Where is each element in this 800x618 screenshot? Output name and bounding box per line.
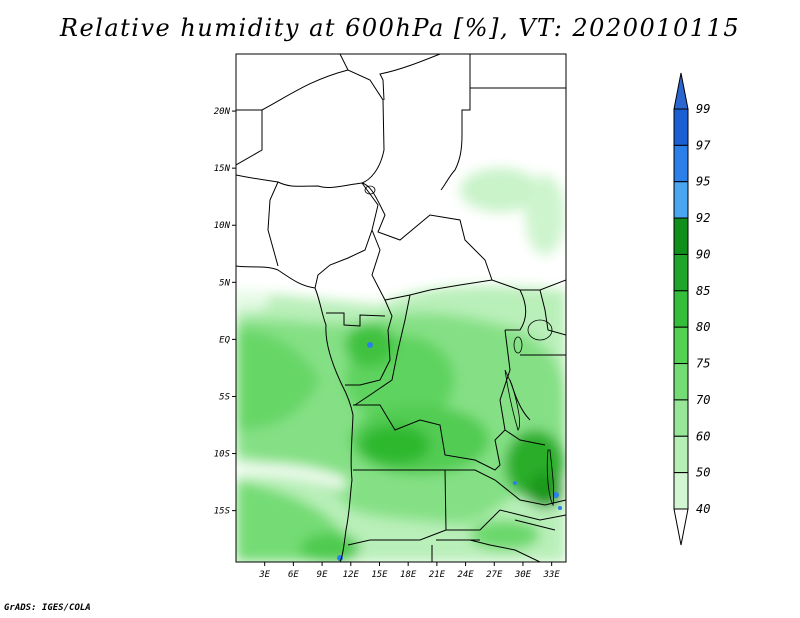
lon-tick-label: 21E: [429, 570, 446, 580]
lon-tick-label: 9E: [317, 570, 328, 580]
lake-malawi: [546, 449, 555, 507]
lon-tick-label: 6E: [288, 570, 299, 580]
colorbar-swatch: [673, 326, 689, 365]
humidity-patch-northeast: [460, 168, 540, 212]
colorbar-label: 90: [696, 247, 710, 261]
colorbar-swatch: [673, 472, 689, 510]
lon-tick-label: 33E: [543, 570, 561, 580]
lon-tick-label: 27E: [486, 570, 503, 580]
coastline-west-africa: [236, 265, 354, 562]
latitude-axis: 20N 15N 10N 5N EQ 5S 10S 15S: [214, 107, 236, 517]
dry-streak: [236, 463, 348, 491]
colorbar-label: 97: [696, 138, 711, 152]
colorbar-label: 80: [696, 320, 710, 334]
lat-tick-label: 10S: [214, 450, 231, 460]
colorbar-swatch: [673, 217, 689, 255]
colorbar-arrow-top: [673, 72, 689, 110]
colorbar-label: 99: [696, 102, 710, 116]
software-credit: GrADS: IGES/COLA: [4, 603, 91, 613]
colorbar-swatch: [673, 181, 689, 219]
lon-tick-label: 12E: [343, 570, 360, 580]
lat-tick-label: 5N: [219, 278, 230, 288]
colorbar-label: 50: [696, 466, 710, 480]
colorbar-swatch: [673, 290, 689, 328]
humidity-field: [236, 168, 566, 562]
colorbar-label: 40: [696, 502, 710, 516]
lon-tick-label: 18E: [400, 570, 417, 580]
longitude-axis: 3E 6E 9E 12E 15E 18E 21E 24E 27E 30E 33E: [258, 562, 560, 580]
colorbar-swatch: [673, 253, 689, 292]
lon-tick-label: 15E: [371, 570, 388, 580]
colorbar-label: 95: [696, 175, 710, 189]
plot-frame: [235, 53, 567, 563]
colorbar-label: 70: [696, 393, 710, 407]
lat-tick-label: EQ: [219, 335, 230, 345]
colorbar-swatch: [673, 399, 689, 437]
colorbar-swatch: [673, 435, 689, 474]
colorbar-label: 85: [696, 284, 710, 298]
lakes: [364, 185, 555, 507]
humidity-spot-99: [367, 342, 373, 348]
lon-tick-label: 24E: [457, 570, 474, 580]
lat-tick-label: 10N: [214, 221, 231, 231]
lake-victoria: [527, 319, 553, 341]
colorbar-arrow-bottom: [673, 508, 689, 546]
lon-tick-label: 3E: [258, 570, 270, 580]
lat-tick-label: 15S: [214, 507, 231, 517]
lon-tick-label: 30E: [514, 570, 532, 580]
colorbar-label: 75: [696, 357, 710, 371]
colorbar: 99 97 95 92 90 85 80 75 70 60 50 40: [673, 72, 711, 546]
map-title: Relative humidity at 600hPa [%], VT: 202…: [59, 14, 741, 42]
lake-tanganyika: [504, 369, 520, 431]
colorbar-swatch: [673, 108, 689, 146]
lat-tick-label: 15N: [214, 164, 231, 174]
colorbar-swatch: [673, 144, 689, 183]
colorbar-swatch: [673, 363, 689, 401]
lat-tick-label: 5S: [219, 392, 230, 402]
lat-tick-label: 20N: [214, 107, 231, 117]
country-boundaries: [236, 54, 566, 562]
colorbar-label: 60: [696, 429, 710, 443]
colorbar-label: 92: [696, 211, 710, 225]
